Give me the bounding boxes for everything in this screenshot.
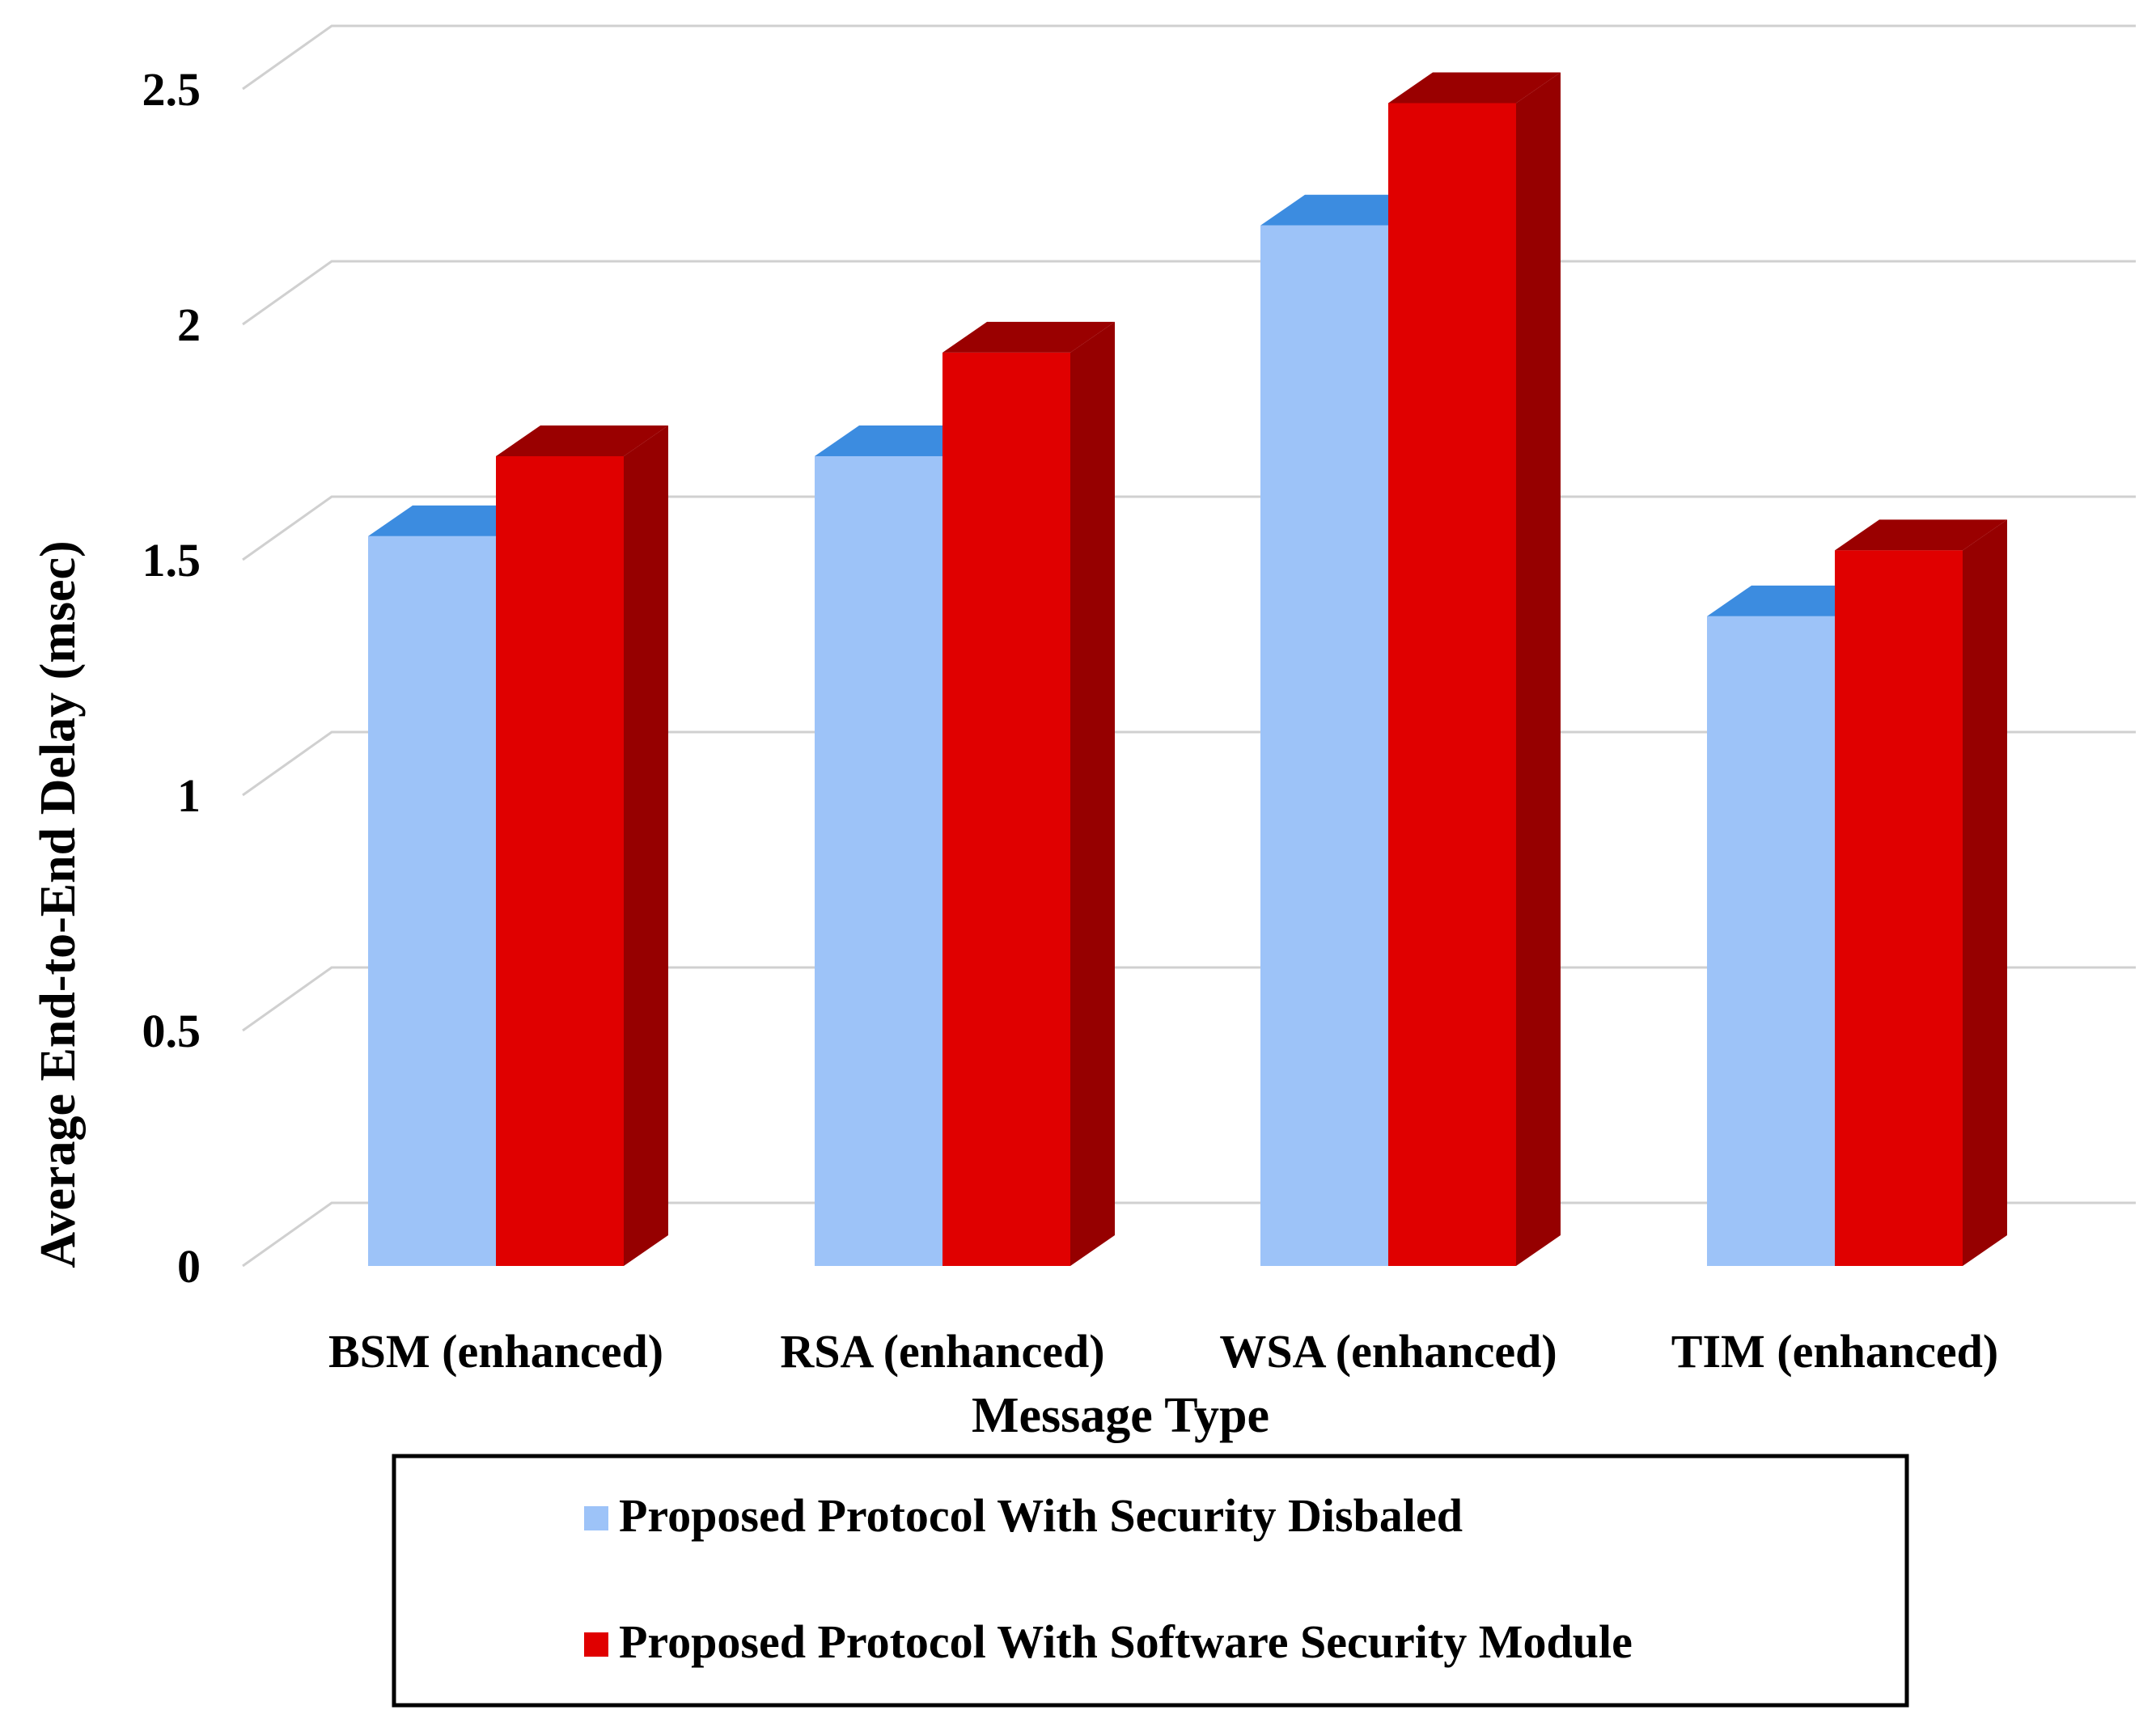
bar-front <box>1835 550 1963 1266</box>
bar-top <box>496 425 668 456</box>
legend-swatch-software-security <box>584 1632 608 1657</box>
x-category-label: WSA (enhanced) <box>1219 1325 1557 1378</box>
x-category-label: TIM (enhanced) <box>1671 1325 1998 1378</box>
y-axis-ticks: 0 0.5 1 1.5 2 2.5 <box>142 63 201 1293</box>
bars <box>368 72 2007 1267</box>
bar-side <box>1516 72 1561 1267</box>
bar-top <box>942 321 1115 353</box>
x-category-label: BSM (enhanced) <box>328 1325 663 1378</box>
gridline <box>242 260 2136 326</box>
x-axis-title: Message Type <box>972 1388 1269 1443</box>
legend: Proposed Protocol With Security Disbaled… <box>392 1454 1909 1708</box>
bar-top <box>1388 72 1561 104</box>
legend-swatch-security-disabled <box>584 1506 608 1530</box>
bar-side <box>624 425 668 1267</box>
bar-front <box>1388 103 1516 1267</box>
y-tick-label: 2 <box>177 298 201 351</box>
bar-software-security-3 <box>1835 519 2007 1266</box>
y-tick-label: 1.5 <box>142 534 201 586</box>
y-tick-label: 0.5 <box>142 1005 201 1057</box>
legend-label-security-disabled: Proposed Protocol With Security Disbaled <box>619 1489 1463 1542</box>
bar-front <box>942 352 1070 1266</box>
legend-box <box>392 1454 1909 1708</box>
bar-top <box>1835 519 2007 551</box>
bar-software-security-2 <box>1388 72 1561 1267</box>
bar-side <box>1070 321 1115 1266</box>
bar-software-security-0 <box>496 425 668 1267</box>
y-axis-title: Average End-to-End Delay (msec) <box>31 540 86 1268</box>
bar-software-security-1 <box>942 321 1115 1266</box>
y-tick-label: 2.5 <box>142 63 201 116</box>
bar-side <box>1963 519 2007 1266</box>
y-tick-label: 0 <box>177 1240 201 1293</box>
bar-front <box>368 536 496 1266</box>
x-axis-categories: BSM (enhanced) RSA (enhanced) WSA (enhance… <box>328 1325 1998 1378</box>
bar-front <box>1260 225 1388 1266</box>
x-category-label: RSA (enhanced) <box>780 1325 1104 1378</box>
bar-front <box>815 455 942 1266</box>
legend-label-software-security: Proposed Protocol With Software Security… <box>619 1615 1633 1668</box>
bar-front <box>1707 616 1835 1266</box>
gridline <box>242 24 2136 91</box>
bar-front <box>496 455 624 1266</box>
y-tick-label: 1 <box>177 769 201 822</box>
